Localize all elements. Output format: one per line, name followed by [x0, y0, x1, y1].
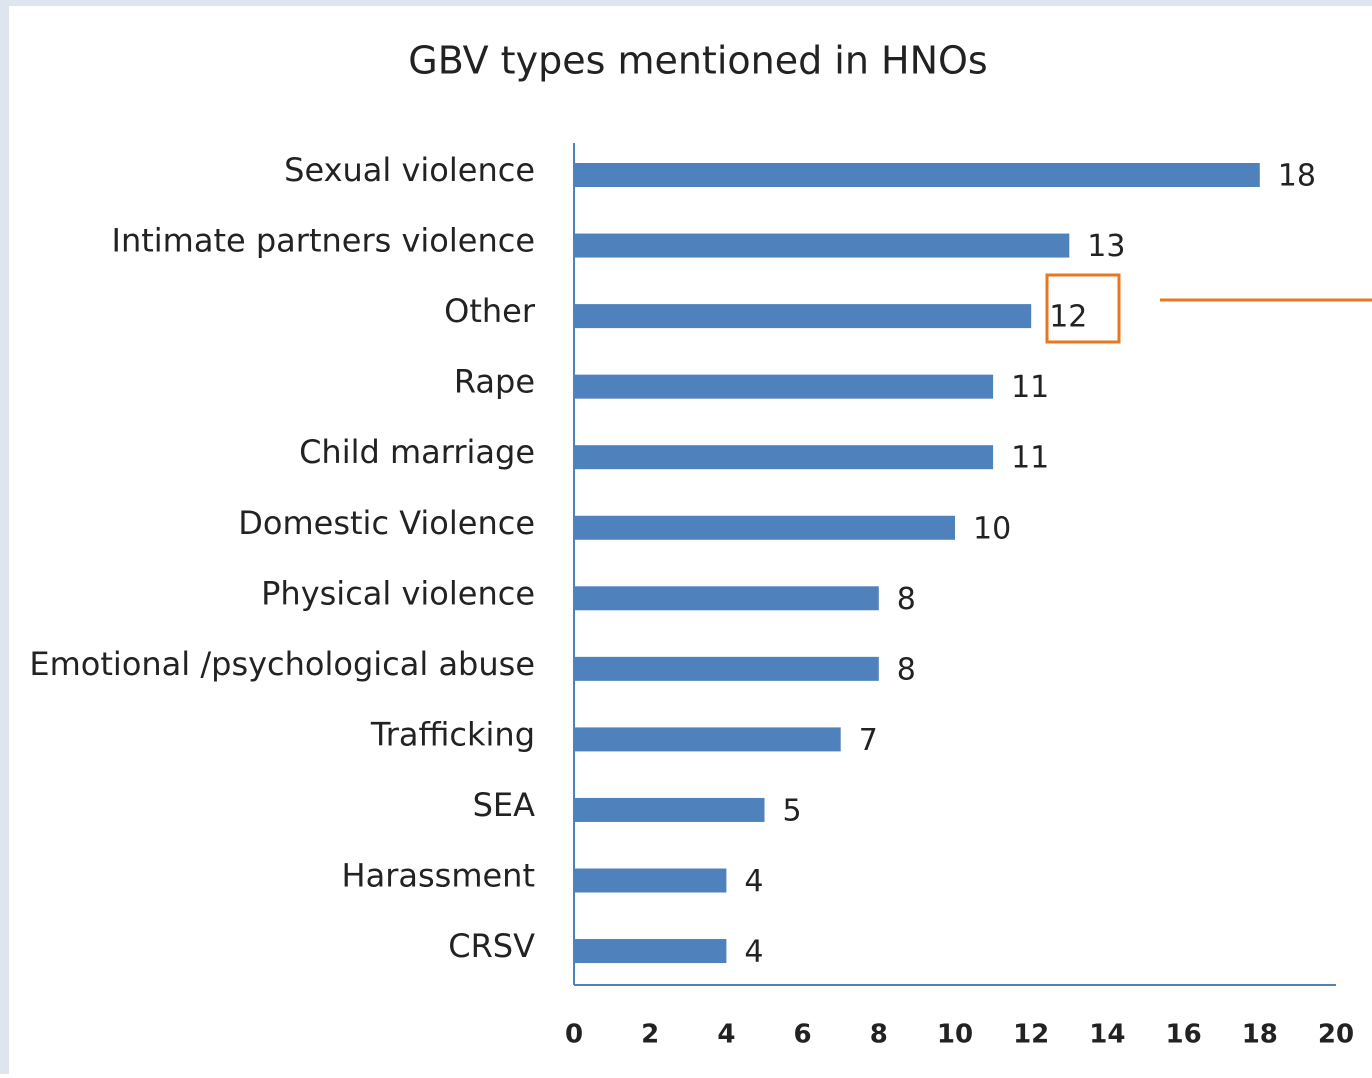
y-tick-label: Physical violence [261, 574, 535, 612]
bar [574, 868, 727, 893]
value-label: 4 [744, 864, 763, 899]
value-label: 8 [897, 582, 916, 617]
value-label: 13 [1087, 229, 1125, 264]
value-label: 7 [859, 723, 878, 758]
bar [574, 233, 1070, 258]
top-border [0, 0, 1372, 6]
x-tick-label: 20 [1318, 1020, 1354, 1050]
left-border [0, 0, 9, 1074]
x-tick-label: 18 [1242, 1020, 1278, 1050]
value-label: 5 [783, 793, 802, 828]
y-tick-label: Trafficking [370, 715, 535, 753]
x-tick-label: 2 [641, 1020, 659, 1050]
x-tick-label: 10 [937, 1020, 973, 1050]
x-tick-label: 14 [1089, 1020, 1125, 1050]
value-label: 18 [1278, 159, 1316, 194]
value-label: 11 [1011, 441, 1049, 476]
value-label: 10 [973, 511, 1011, 546]
bar [574, 797, 765, 822]
y-tick-label: Other [444, 292, 536, 330]
highlight-box [1045, 273, 1121, 344]
bar [574, 515, 955, 540]
value-label: 11 [1011, 370, 1049, 405]
y-tick-label: SEA [473, 786, 536, 824]
y-tick-label: Harassment [342, 857, 535, 895]
bar [574, 656, 879, 681]
x-tick-label: 16 [1166, 1020, 1202, 1050]
bar [574, 727, 841, 752]
x-tick-label: 12 [1013, 1020, 1049, 1050]
y-tick-label: CRSV [448, 927, 535, 965]
x-tick-label: 6 [794, 1020, 812, 1050]
chart-title: GBV types mentioned in HNOs [408, 39, 987, 83]
x-tick-label: 4 [717, 1020, 735, 1050]
y-tick-label: Child marriage [299, 433, 535, 471]
value-label: 8 [897, 652, 916, 687]
bar [574, 586, 879, 611]
bar [574, 163, 1260, 187]
y-tick-label: Sexual violence [284, 151, 535, 189]
bar [574, 445, 994, 470]
bar [574, 304, 1032, 329]
y-tick-label: Domestic Violence [238, 504, 535, 542]
bar [574, 374, 994, 399]
value-label: 4 [744, 935, 763, 970]
y-tick-label: Rape [454, 363, 535, 401]
y-tick-label: Emotional /psychological abuse [29, 645, 535, 683]
y-tick-label: Intimate partners violence [112, 222, 535, 260]
x-tick-label: 0 [565, 1020, 583, 1050]
value-label: 12 [1049, 300, 1087, 335]
x-tick-label: 8 [870, 1020, 888, 1050]
bar [574, 939, 727, 964]
